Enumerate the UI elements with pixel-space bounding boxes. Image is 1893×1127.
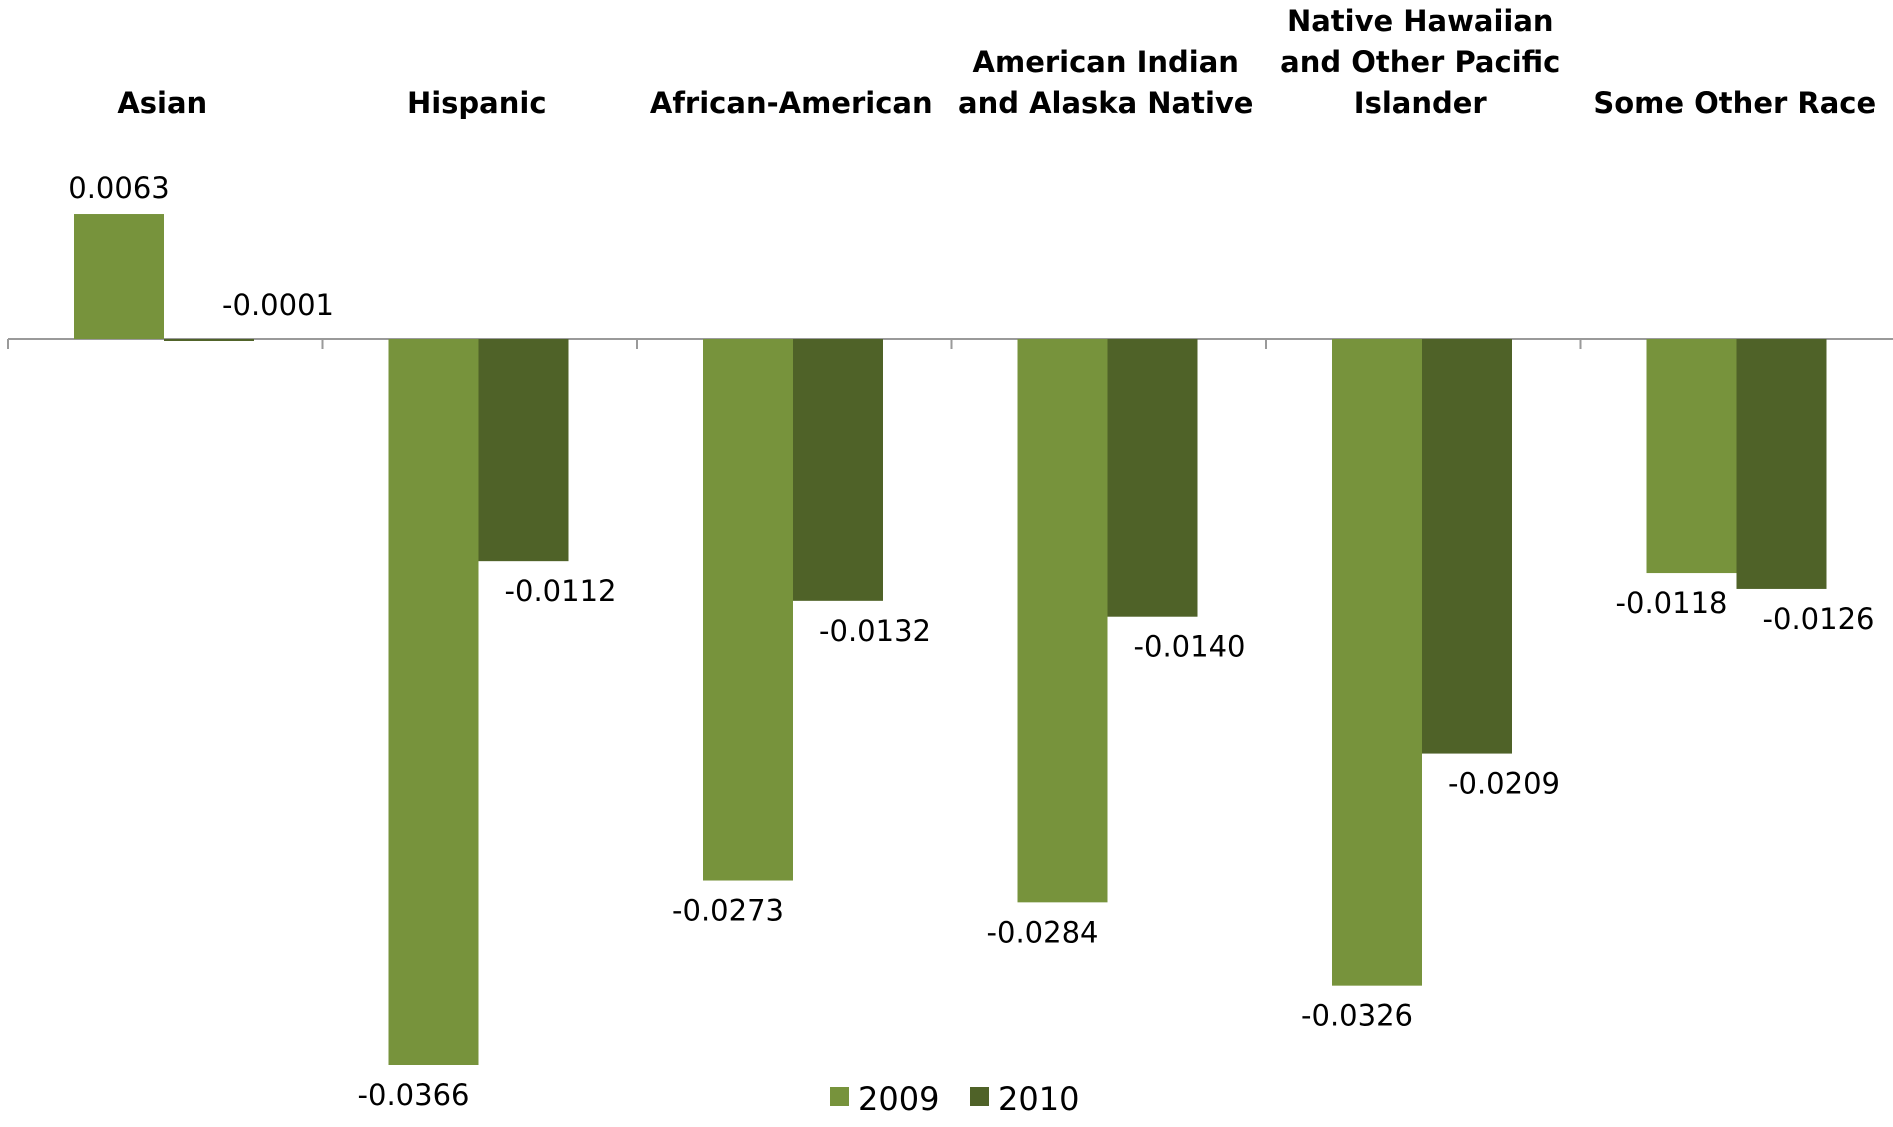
bar-2010-1 [478,339,569,562]
data-label-2009-3: -0.0284 [987,915,1099,949]
data-label-2010-3: -0.0140 [1134,630,1246,664]
legend-label-2010: 2010 [998,1080,1079,1118]
category-label: Hispanic [407,86,547,120]
category-label: Native Hawaiian [1287,4,1554,38]
data-label-2010-1: -0.0112 [505,574,617,608]
bar-2009-2 [703,339,793,881]
data-labels: 0.0063 -0.0001 -0.0366 -0.0112 -0.0273 -0.013… [68,171,1874,1112]
data-label-2009-2: -0.0273 [672,894,784,928]
data-label-2009-0: 0.0063 [68,171,169,205]
legend: 2009 2010 [830,1080,1079,1118]
category-label: American Indian [973,45,1239,79]
data-label-2010-0: -0.0001 [222,288,334,322]
bar-2009-5 [1646,339,1737,574]
legend-label-2009: 2009 [858,1080,939,1118]
bar-2009-0 [74,214,164,339]
category-label: and Other Pacific [1280,45,1560,79]
bars [74,214,1827,1065]
category-labels: Asian Hispanic African-American American In… [117,4,1876,120]
category-label: Islander [1354,86,1488,120]
bar-2010-4 [1422,339,1512,754]
legend-swatch-2009 [830,1087,849,1106]
category-label: African-American [650,86,933,120]
data-label-2009-4: -0.0326 [1301,999,1413,1033]
bar-2009-3 [1017,339,1108,903]
bar-2010-3 [1107,339,1198,617]
category-label: and Alaska Native [958,86,1253,120]
bar-2010-0 [164,339,254,341]
bar-2009-1 [388,339,479,1065]
data-label-2009-5: -0.0118 [1616,586,1728,620]
data-label-2010-2: -0.0132 [819,614,931,648]
legend-swatch-2010 [970,1087,989,1106]
category-label: Asian [117,86,207,120]
bar-2009-4 [1332,339,1422,986]
data-label-2010-4: -0.0209 [1448,767,1560,801]
bar-2010-5 [1736,339,1827,589]
data-label-2010-5: -0.0126 [1763,602,1875,636]
category-axis [7,338,1893,349]
bar-2010-2 [793,339,883,601]
category-label: Some Other Race [1593,86,1876,120]
data-label-2009-1: -0.0366 [358,1078,470,1112]
